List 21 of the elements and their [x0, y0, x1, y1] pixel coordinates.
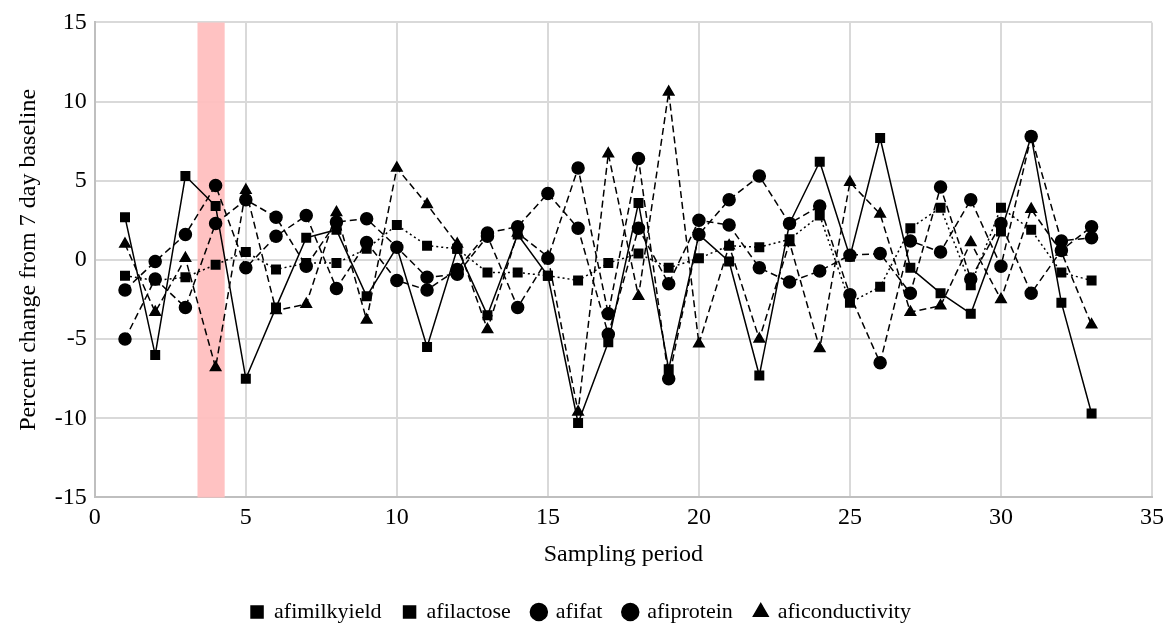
x-tick-label: 30 — [988, 503, 1013, 530]
y-tick-label: 15 — [62, 7, 87, 34]
x-tick-label: 20 — [686, 503, 711, 530]
x-tick-label: 15 — [535, 503, 560, 530]
legend-label: afifat — [555, 597, 603, 623]
legend-label: aficonductivity — [777, 597, 911, 623]
y-tick-label: -15 — [54, 482, 87, 509]
y-tick-label: -10 — [54, 403, 87, 430]
y-tick-label: -5 — [66, 324, 87, 351]
x-tick-label: 5 — [239, 503, 252, 530]
y-tick-label: 0 — [74, 245, 87, 272]
y-tick-label: 5 — [74, 166, 87, 193]
legend-label: afimilkyield — [274, 597, 382, 623]
y-axis-title: Percent change from 7 day baseline — [13, 88, 40, 431]
legend-label: afiprotein — [647, 597, 733, 623]
y-tick-label: 10 — [62, 86, 87, 113]
x-tick-label: 25 — [837, 503, 862, 530]
legend-label: afilactose — [426, 597, 511, 623]
x-tick-label: 10 — [384, 503, 409, 530]
x-tick-label: 35 — [1140, 503, 1164, 530]
x-axis-title: Sampling period — [543, 539, 704, 566]
